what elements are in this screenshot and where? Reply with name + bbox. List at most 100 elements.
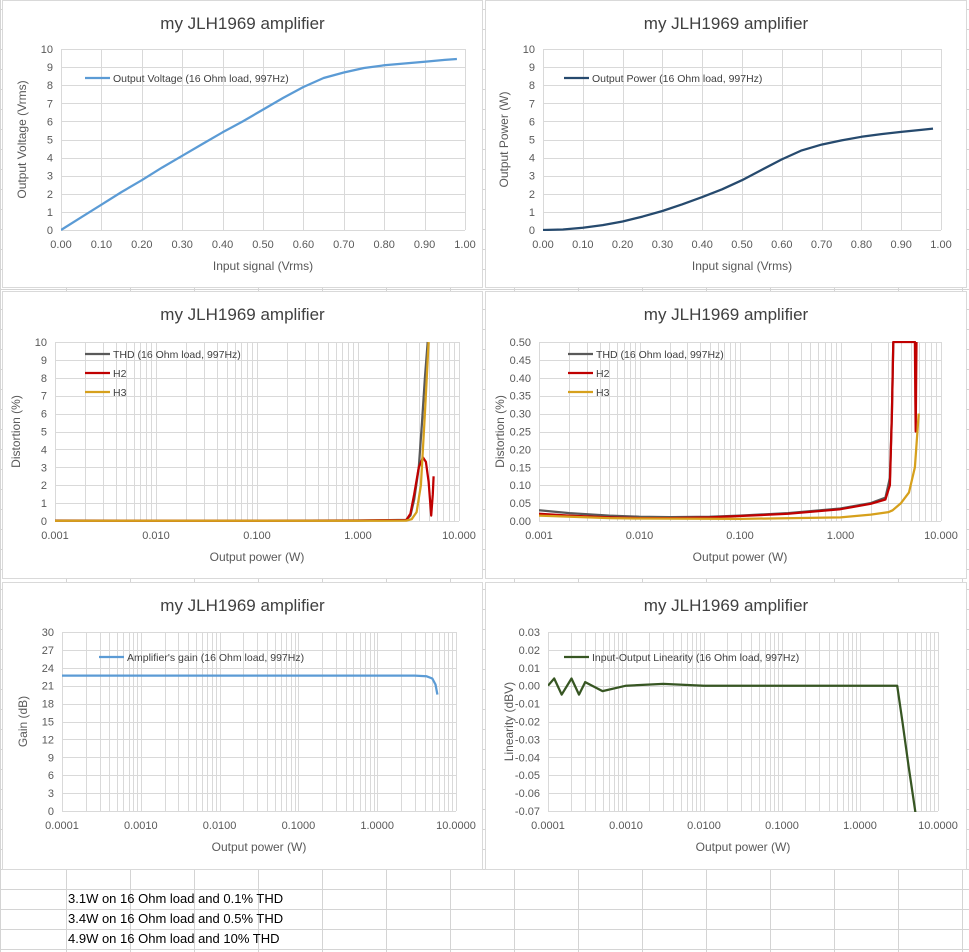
x-tick-label: 0.20 xyxy=(612,239,633,251)
series-line-1[interactable] xyxy=(62,674,439,695)
x-tick-label: 0.70 xyxy=(333,239,354,251)
legend-label: H3 xyxy=(596,387,610,399)
y-tick-label: 7 xyxy=(47,98,53,110)
series-line-1[interactable] xyxy=(548,677,917,820)
y-axis-title: Gain (dB) xyxy=(16,696,30,747)
x-tick-label: 1.000 xyxy=(344,530,372,542)
legend-label: THD (16 Ohm load, 997Hz) xyxy=(113,349,241,361)
y-tick-label: 0.00 xyxy=(510,516,531,528)
chart-svg: my JLH1969 amplifier 0.00 0.05 0.10 0.15 0.20… xyxy=(493,305,958,564)
gridlines xyxy=(543,49,942,231)
y-tick-label: 30 xyxy=(42,627,54,639)
y-tick-label: 10 xyxy=(35,337,47,349)
x-tick-label: 0.50 xyxy=(731,239,752,251)
legend-label: H2 xyxy=(113,368,127,380)
series-line-1[interactable] xyxy=(539,341,895,519)
x-tick-label: 1.00 xyxy=(930,239,951,251)
note-cell[interactable]: 4.9W on 16 Ohm load and 10% THD xyxy=(68,931,280,946)
note-cell[interactable]: 3.4W on 16 Ohm load and 0.5% THD xyxy=(68,911,284,926)
chart-distortion-zoom[interactable]: my JLH1969 amplifier 0.00 0.05 0.10 0.15 0.20… xyxy=(485,291,967,579)
y-tick-label: 9 xyxy=(529,62,535,74)
y-tick-label: 6 xyxy=(41,409,47,421)
chart-svg: my JLH1969 amplifier 0 1 2 3 4 5 6 7 8 9 10 0.001 0.0… xyxy=(9,305,476,564)
chart-title: my JLH1969 amplifier xyxy=(644,596,809,615)
y-tick-label: 1 xyxy=(47,207,53,219)
y-tick-label: 21 xyxy=(42,681,54,693)
series-line-3[interactable] xyxy=(539,413,920,521)
y-tick-label: 4 xyxy=(47,153,53,165)
y-tick-label: -0.01 xyxy=(515,699,540,711)
y-tick-label: 3 xyxy=(529,171,535,183)
legend-label: Output Voltage (16 Ohm load, 997Hz) xyxy=(113,73,289,85)
x-tick-label: 1.0000 xyxy=(360,820,394,832)
y-tick-label: 0.15 xyxy=(510,462,531,474)
y-tick-label: 0 xyxy=(41,516,47,528)
gridlines xyxy=(539,342,942,522)
x-tick-label: 10.0000 xyxy=(436,820,476,832)
x-tick-label: 0.010 xyxy=(626,530,654,542)
y-tick-label: 0 xyxy=(48,806,54,818)
chart-title: my JLH1969 amplifier xyxy=(160,305,325,324)
x-tick-label: 0.1000 xyxy=(765,820,799,832)
x-tick-label: 0.10 xyxy=(572,239,593,251)
x-tick-label: 0.10 xyxy=(91,239,112,251)
chart-svg: my JLH1969 amplifier 0 1 2 3 4 5 6 7 8 9 10 0.00 0.10… xyxy=(15,14,476,273)
y-tick-label: 0.35 xyxy=(510,391,531,403)
y-tick-label: 7 xyxy=(529,98,535,110)
legend-label: H2 xyxy=(596,368,610,380)
x-tick-label: 0.00 xyxy=(50,239,71,251)
x-tick-label: 0.70 xyxy=(811,239,832,251)
series-line-2[interactable] xyxy=(55,456,435,522)
y-tick-label: 27 xyxy=(42,645,54,657)
x-tick-label: 0.1000 xyxy=(282,820,316,832)
y-tick-label: 15 xyxy=(42,717,54,729)
x-tick-label: 0.20 xyxy=(131,239,152,251)
x-tick-label: 1.0000 xyxy=(843,820,877,832)
x-axis-title: Output power (W) xyxy=(210,550,305,564)
y-tick-label: 0.00 xyxy=(519,681,540,693)
y-tick-label: 0 xyxy=(529,225,535,237)
legend-label: Input-Output Linearity (16 Ohm load, 997… xyxy=(592,652,799,664)
x-axis-title: Output power (W) xyxy=(693,550,788,564)
series-line-3[interactable] xyxy=(55,341,430,522)
chart-title: my JLH1969 amplifier xyxy=(644,305,809,324)
chart-output-power[interactable]: my JLH1969 amplifier 0 1 2 3 4 5 6 7 8 9 10 0.00 0.10… xyxy=(485,0,967,288)
y-tick-label: 0.45 xyxy=(510,355,531,367)
chart-distortion-full[interactable]: my JLH1969 amplifier 0 1 2 3 4 5 6 7 8 9 10 0.001 0.0… xyxy=(2,291,483,579)
chart-gain[interactable]: my JLH1969 amplifier 0 3 6 9 12 15 18 21 24 27 30 0.… xyxy=(2,582,483,870)
chart-svg: my JLH1969 amplifier 0 3 6 9 12 15 18 21 24 27 30 0.… xyxy=(16,596,476,854)
y-tick-label: 7 xyxy=(41,391,47,403)
series-line-1[interactable] xyxy=(61,57,457,231)
x-tick-label: 0.40 xyxy=(212,239,233,251)
chart-svg: my JLH1969 amplifier 0 1 2 3 4 5 6 7 8 9 10 0.00 0.10… xyxy=(497,14,952,273)
y-tick-label: 12 xyxy=(42,734,54,746)
y-tick-label: 6 xyxy=(48,770,54,782)
gridlines xyxy=(62,632,457,812)
chart-output-voltage[interactable]: my JLH1969 amplifier 0 1 2 3 4 5 6 7 8 9 10 0.00 0.10… xyxy=(2,0,483,288)
chart-linearity[interactable]: my JLH1969 amplifier -0.07 -0.06 -0.05 -0.04… xyxy=(485,582,967,870)
x-tick-label: 0.001 xyxy=(41,530,69,542)
y-tick-label: 6 xyxy=(47,116,53,128)
x-tick-label: 10.0000 xyxy=(918,820,958,832)
legend-label: Amplifier's gain (16 Ohm load, 997Hz) xyxy=(127,652,304,664)
x-tick-label: 0.30 xyxy=(171,239,192,251)
x-axis-title: Input signal (Vrms) xyxy=(692,259,792,273)
x-tick-label: 0.001 xyxy=(525,530,553,542)
y-tick-label: 1 xyxy=(529,207,535,219)
note-cell[interactable]: 3.1W on 16 Ohm load and 0.1% THD xyxy=(68,891,284,906)
y-tick-label: 10 xyxy=(41,44,53,56)
y-tick-label: -0.03 xyxy=(515,734,540,746)
series-line-1[interactable] xyxy=(543,127,934,231)
y-tick-label: 8 xyxy=(41,373,47,385)
x-tick-label: 0.0010 xyxy=(609,820,643,832)
y-tick-label: 0.20 xyxy=(510,444,531,456)
x-tick-label: 0.100 xyxy=(243,530,271,542)
x-tick-label: 0.90 xyxy=(890,239,911,251)
y-tick-label: 4 xyxy=(41,444,47,456)
y-tick-label: 8 xyxy=(47,80,53,92)
x-tick-label: 10.000 xyxy=(924,530,958,542)
legend-label: H3 xyxy=(113,387,127,399)
y-tick-label: 0.01 xyxy=(519,663,540,675)
y-tick-label: 0.02 xyxy=(519,645,540,657)
y-tick-label: 1 xyxy=(41,498,47,510)
